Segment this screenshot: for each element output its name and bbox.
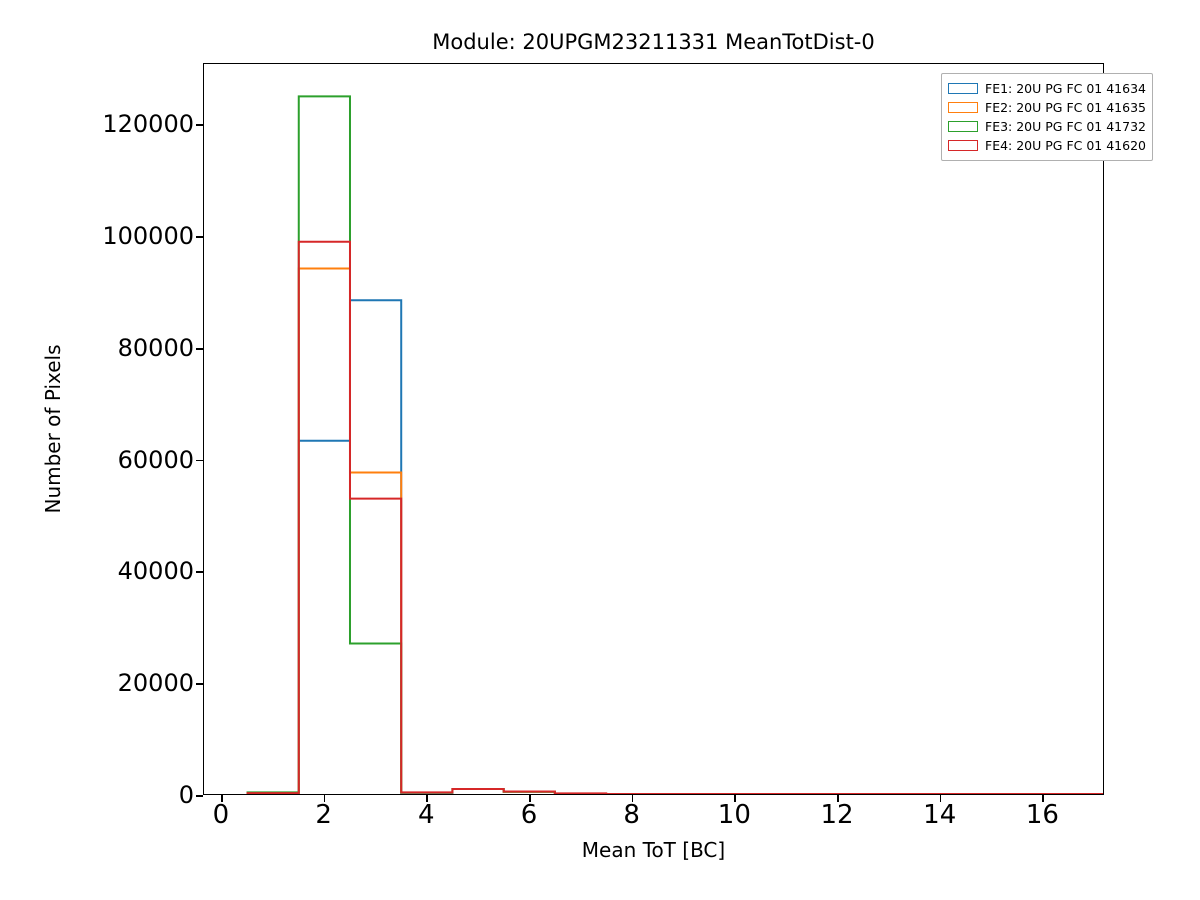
legend-label: FE4: 20U PG FC 01 41620 (985, 138, 1146, 153)
x-axis-tick-label: 4 (418, 800, 435, 830)
histogram-series (248, 269, 1103, 794)
legend-item: FE2: 20U PG FC 01 41635 (948, 98, 1146, 117)
y-axis-tick-label: 40000 (117, 557, 194, 586)
legend-label: FE2: 20U PG FC 01 41635 (985, 100, 1146, 115)
y-axis-tick-mark (196, 459, 203, 462)
plot-area (203, 63, 1104, 795)
y-axis-tick-mark (196, 795, 203, 797)
legend-color-swatch (948, 102, 978, 113)
legend: FE1: 20U PG FC 01 41634 FE2: 20U PG FC 01… (941, 73, 1153, 161)
x-axis-tick-label: 12 (820, 800, 854, 830)
y-axis-tick-mark (196, 124, 203, 127)
legend-color-swatch (948, 140, 978, 151)
x-axis-tick-mark (220, 795, 223, 802)
y-axis-tick-label: 0 (178, 781, 194, 809)
x-axis-tick-label: 6 (520, 800, 538, 830)
x-axis-tick-mark (426, 795, 428, 802)
legend-item: FE1: 20U PG FC 01 41634 (948, 79, 1146, 98)
y-axis-tick-mark (196, 347, 203, 350)
histogram-series (248, 96, 1103, 794)
x-axis-tick-labels: 0 2 4 6 8 10 12 14 16 (203, 800, 1104, 840)
x-axis-tick-mark (631, 795, 634, 802)
y-axis-tick-labels: 0 20000 40000 60000 80000 100000 120000 (68, 63, 194, 809)
x-axis-tick-label: 14 (923, 800, 957, 830)
y-axis-label: Number of Pixels (41, 344, 65, 514)
y-axis-tick-label: 100000 (102, 222, 194, 251)
x-axis-tick-mark (939, 795, 942, 802)
y-axis-tick-label: 120000 (102, 110, 194, 139)
x-axis-tick-label: 16 (1025, 800, 1059, 830)
x-axis-tick-label: 8 (623, 800, 640, 830)
legend-item: FE3: 20U PG FC 01 41732 (948, 117, 1146, 136)
x-axis-tick-label: 10 (717, 800, 751, 830)
legend-item: FE4: 20U PG FC 01 41620 (948, 136, 1146, 155)
y-axis-tick-label: 20000 (117, 669, 194, 698)
y-axis-tick-marks (196, 63, 204, 797)
legend-label: FE3: 20U PG FC 01 41732 (985, 119, 1146, 134)
y-axis-tick-mark (196, 236, 203, 238)
histogram-data-layer (204, 64, 1103, 794)
y-axis-tick-label: 60000 (117, 445, 194, 474)
y-axis-tick-mark (196, 571, 203, 574)
x-axis-tick-mark (837, 795, 839, 802)
y-axis-tick-mark (196, 683, 203, 685)
histogram-series (248, 300, 1103, 794)
y-axis-tick-label: 80000 (117, 333, 194, 362)
x-axis-tick-marks (203, 795, 1104, 803)
x-axis-tick-label: 2 (315, 800, 332, 830)
legend-color-swatch (948, 83, 978, 94)
x-axis-tick-mark (323, 795, 326, 802)
chart-title: Module: 20UPGM23211331 MeanTotDist-0 (432, 30, 875, 54)
legend-label: FE1: 20U PG FC 01 41634 (985, 81, 1146, 96)
legend-color-swatch (948, 121, 978, 132)
histogram-series (248, 242, 1103, 794)
x-axis-tick-mark (734, 795, 736, 802)
x-axis-tick-mark (529, 795, 531, 802)
x-axis-label: Mean ToT [BC] (581, 838, 726, 862)
x-axis-tick-mark (1042, 795, 1044, 802)
x-axis-tick-label: 0 (212, 800, 230, 830)
